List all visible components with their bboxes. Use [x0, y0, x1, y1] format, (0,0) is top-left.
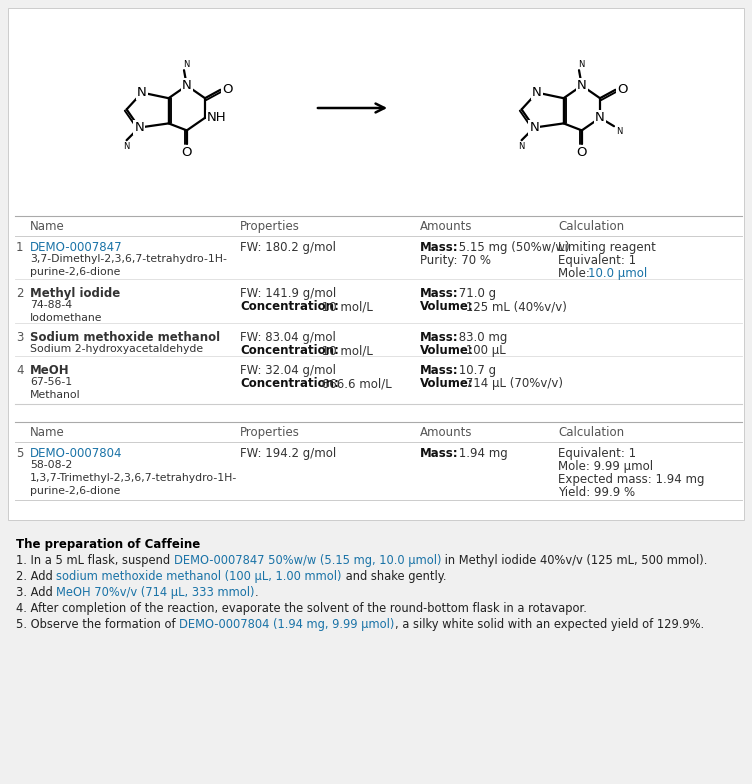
Text: Equivalent: 1: Equivalent: 1: [558, 447, 636, 460]
Text: Amounts: Amounts: [420, 426, 472, 439]
Text: 2: 2: [16, 287, 23, 300]
Text: 1,3,7-Trimethyl-2,3,6,7-tetrahydro-1H-: 1,3,7-Trimethyl-2,3,6,7-tetrahydro-1H-: [30, 473, 237, 483]
Text: Iodomethane: Iodomethane: [30, 313, 102, 323]
Text: O: O: [617, 83, 628, 96]
Text: 71.0 g: 71.0 g: [455, 287, 496, 300]
Text: purine-2,6-dione: purine-2,6-dione: [30, 267, 120, 277]
Text: Concentration:: Concentration:: [240, 344, 339, 357]
Text: DEMO-0007804 (1.94 mg, 9.99 μmol): DEMO-0007804 (1.94 mg, 9.99 μmol): [179, 618, 395, 631]
Text: Mass:: Mass:: [420, 241, 459, 254]
Text: in Methyl iodide 40%v/v (125 mL, 500 mmol).: in Methyl iodide 40%v/v (125 mL, 500 mmo…: [441, 554, 708, 567]
Text: DEMO-0007847: DEMO-0007847: [30, 241, 123, 254]
Text: Sodium methoxide methanol: Sodium methoxide methanol: [30, 331, 220, 344]
Text: 666.6 mol/L: 666.6 mol/L: [318, 377, 392, 390]
Text: Calculation: Calculation: [558, 220, 624, 233]
Text: and shake gently.: and shake gently.: [342, 570, 447, 583]
Text: Purity: 70 %: Purity: 70 %: [420, 254, 491, 267]
Text: FW: 141.9 g/mol: FW: 141.9 g/mol: [240, 287, 336, 300]
Text: N: N: [518, 142, 525, 151]
Text: 74-88-4: 74-88-4: [30, 300, 72, 310]
Text: Name: Name: [30, 426, 65, 439]
Text: 4. After completion of the reaction, evaporate the solvent of the round-bottom f: 4. After completion of the reaction, eva…: [16, 602, 587, 615]
Text: , a silky white solid with an expected yield of 129.9%.: , a silky white solid with an expected y…: [395, 618, 704, 631]
Text: FW: 32.04 g/mol: FW: 32.04 g/mol: [240, 364, 336, 377]
Text: N: N: [595, 111, 605, 125]
Text: 3. Add: 3. Add: [16, 586, 56, 599]
Text: Mass:: Mass:: [420, 331, 459, 344]
Text: 5.15 mg (50%w/w): 5.15 mg (50%w/w): [455, 241, 569, 254]
Text: Equivalent: 1: Equivalent: 1: [558, 254, 636, 267]
Text: N: N: [135, 121, 144, 134]
Bar: [8, 8, 744, 520]
Text: 10.0 μmol: 10.0 μmol: [588, 267, 647, 280]
Text: FW: 83.04 g/mol: FW: 83.04 g/mol: [240, 331, 336, 344]
Text: 100 μL: 100 μL: [462, 344, 506, 357]
Text: N: N: [137, 86, 147, 99]
Text: Mole:: Mole:: [558, 267, 593, 280]
Text: DEMO-0007847 50%w/w (5.15 mg, 10.0 μmol): DEMO-0007847 50%w/w (5.15 mg, 10.0 μmol): [174, 554, 441, 567]
Text: Limiting reagent: Limiting reagent: [558, 241, 656, 254]
Text: 1. In a 5 mL flask, suspend: 1. In a 5 mL flask, suspend: [16, 554, 174, 567]
Text: O: O: [223, 83, 233, 96]
Text: N: N: [532, 86, 542, 99]
Text: 2. Add: 2. Add: [16, 570, 56, 583]
Text: Properties: Properties: [240, 426, 300, 439]
Text: N: N: [182, 79, 192, 92]
Text: N: N: [578, 60, 584, 69]
Text: 125 mL (40%v/v): 125 mL (40%v/v): [462, 300, 567, 313]
Text: .: .: [255, 586, 259, 599]
Text: Name: Name: [30, 220, 65, 233]
Text: Yield: 99.9 %: Yield: 99.9 %: [558, 486, 635, 499]
Text: Mole: 9.99 μmol: Mole: 9.99 μmol: [558, 460, 653, 473]
Text: sodium methoxide methanol (100 μL, 1.00 mmol): sodium methoxide methanol (100 μL, 1.00 …: [56, 570, 342, 583]
Text: 83.0 mg: 83.0 mg: [455, 331, 508, 344]
Text: Volume:: Volume:: [420, 344, 474, 357]
Text: MeOH 70%v/v (714 μL, 333 mmol): MeOH 70%v/v (714 μL, 333 mmol): [56, 586, 255, 599]
Text: 1.94 mg: 1.94 mg: [455, 447, 508, 460]
Text: 10 mol/L: 10 mol/L: [318, 344, 373, 357]
Text: Mass:: Mass:: [420, 287, 459, 300]
Text: O: O: [181, 147, 192, 159]
Text: Methanol: Methanol: [30, 390, 80, 400]
Text: 10 mol/L: 10 mol/L: [318, 300, 373, 313]
Text: N: N: [529, 121, 539, 134]
Text: DEMO-0007804: DEMO-0007804: [30, 447, 123, 460]
Text: 5. Observe the formation of: 5. Observe the formation of: [16, 618, 179, 631]
Text: 3,7-Dimethyl-2,3,6,7-tetrahydro-1H-: 3,7-Dimethyl-2,3,6,7-tetrahydro-1H-: [30, 254, 227, 264]
Text: purine-2,6-dione: purine-2,6-dione: [30, 486, 120, 496]
Text: 714 μL (70%v/v): 714 μL (70%v/v): [462, 377, 563, 390]
Text: FW: 180.2 g/mol: FW: 180.2 g/mol: [240, 241, 336, 254]
Text: FW: 194.2 g/mol: FW: 194.2 g/mol: [240, 447, 336, 460]
Text: N: N: [123, 142, 130, 151]
Text: 1: 1: [16, 241, 23, 254]
Text: 67-56-1: 67-56-1: [30, 377, 72, 387]
Text: Concentration:: Concentration:: [240, 377, 339, 390]
Text: 4: 4: [16, 364, 23, 377]
Text: Calculation: Calculation: [558, 426, 624, 439]
Text: Volume:: Volume:: [420, 377, 474, 390]
Text: N: N: [616, 127, 623, 136]
Text: Mass:: Mass:: [420, 364, 459, 377]
Text: Volume:: Volume:: [420, 300, 474, 313]
Text: Sodium 2-hydroxyacetaldehyde: Sodium 2-hydroxyacetaldehyde: [30, 344, 203, 354]
Text: The preparation of Caffeine: The preparation of Caffeine: [16, 538, 200, 551]
Text: 3: 3: [16, 331, 23, 344]
Text: 10.7 g: 10.7 g: [455, 364, 496, 377]
Text: 5: 5: [16, 447, 23, 460]
Text: Expected mass: 1.94 mg: Expected mass: 1.94 mg: [558, 473, 705, 486]
Text: NH: NH: [207, 111, 226, 125]
Text: Amounts: Amounts: [420, 220, 472, 233]
Text: Methyl iodide: Methyl iodide: [30, 287, 120, 300]
Text: MeOH: MeOH: [30, 364, 70, 377]
Text: N: N: [183, 60, 190, 69]
Text: N: N: [577, 79, 587, 92]
Text: Mass:: Mass:: [420, 447, 459, 460]
Text: Properties: Properties: [240, 220, 300, 233]
Text: 58-08-2: 58-08-2: [30, 460, 72, 470]
Text: O: O: [577, 147, 587, 159]
Text: Concentration:: Concentration:: [240, 300, 339, 313]
